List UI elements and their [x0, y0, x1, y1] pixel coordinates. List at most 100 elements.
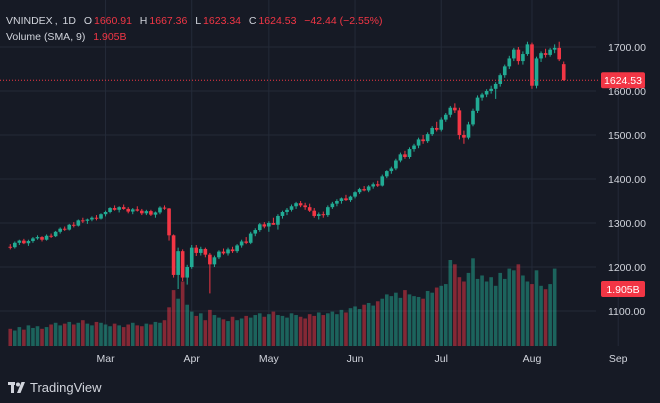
- candle: [271, 217, 276, 225]
- candle: [103, 210, 108, 217]
- symbol-label[interactable]: VNINDEX: [6, 15, 53, 27]
- candle-body: [298, 203, 303, 206]
- candle: [276, 214, 280, 230]
- candle: [158, 206, 162, 215]
- volume-bar: [180, 281, 185, 346]
- volume-bar: [271, 311, 276, 346]
- volume-bar: [117, 325, 121, 346]
- volume-bar: [81, 320, 85, 346]
- candle-body: [412, 145, 416, 150]
- candle: [31, 237, 35, 243]
- candle-body: [81, 220, 85, 222]
- candle-body: [135, 209, 140, 211]
- volume-bar: [552, 268, 557, 346]
- price-axis: 1100.00 1200.00 1300.00 1400.00 1500.00 1600.…: [608, 42, 646, 318]
- volume-bar: [466, 272, 471, 346]
- candle-body: [557, 47, 562, 60]
- volume-bar: [330, 311, 335, 346]
- volume-bar: [153, 321, 158, 346]
- volume-bar: [498, 272, 503, 346]
- candle: [335, 199, 339, 207]
- volume-bar: [407, 294, 412, 346]
- volume-bar: [198, 313, 203, 346]
- volume-bar: [185, 304, 190, 346]
- volume-bar: [58, 325, 62, 346]
- volume-bar: [162, 320, 167, 346]
- candle: [552, 44, 557, 54]
- time-axis: Mar Apr May Jun Jul Aug Sep: [96, 353, 627, 365]
- volume-bar: [12, 330, 17, 346]
- volume-bar: [276, 315, 280, 346]
- volume-bar: [149, 324, 153, 346]
- volume-bar: [99, 322, 103, 346]
- candle-body: [212, 257, 217, 265]
- candle: [348, 195, 353, 202]
- volume-bar: [480, 275, 484, 346]
- interval-label[interactable]: 1D: [62, 15, 76, 27]
- candle: [194, 245, 199, 256]
- candle-body: [153, 212, 158, 215]
- volume-bar: [171, 290, 176, 346]
- y-tick-label: 1700.00: [608, 42, 646, 54]
- volume-bar: [285, 317, 289, 346]
- candle: [475, 95, 480, 113]
- candle: [58, 227, 62, 234]
- candle: [180, 249, 185, 282]
- candle-body: [262, 224, 267, 227]
- volume-bar: [403, 290, 407, 346]
- low-label: L: [195, 15, 202, 27]
- volume-bar: [121, 327, 126, 346]
- candle-body: [76, 220, 81, 226]
- candle: [149, 209, 153, 216]
- volume-bar: [144, 323, 149, 346]
- candle: [230, 246, 235, 253]
- close-value: 1624.53: [258, 15, 297, 27]
- volume-bar: [194, 315, 199, 346]
- candle: [339, 197, 344, 204]
- candle-body: [380, 176, 385, 186]
- candle-body: [149, 211, 153, 215]
- candle-body: [253, 230, 258, 234]
- volume-bar: [112, 323, 117, 346]
- candle: [380, 174, 385, 187]
- volume-bar: [339, 309, 344, 346]
- volume-bar: [31, 327, 35, 346]
- volume-bar: [253, 315, 258, 346]
- volume-bar: [357, 309, 362, 346]
- candle: [430, 126, 434, 136]
- volume-legend[interactable]: Volume (SMA, 9) 1.905B: [6, 31, 129, 43]
- candle: [443, 113, 448, 122]
- candle-body: [394, 160, 398, 169]
- y-tick-label: 1300.00: [608, 218, 646, 230]
- candle: [330, 201, 335, 209]
- candle: [26, 239, 31, 246]
- volume-bar: [312, 315, 317, 346]
- candle: [321, 211, 326, 218]
- candle: [412, 143, 416, 152]
- candle-body: [67, 224, 72, 230]
- candle-body: [221, 251, 226, 254]
- volume-bar: [462, 281, 466, 346]
- candle: [307, 203, 312, 212]
- candle: [434, 121, 439, 132]
- candle: [267, 221, 271, 232]
- tradingview-logo[interactable]: TradingView: [8, 380, 102, 395]
- candle: [239, 239, 244, 248]
- candle-body: [140, 210, 144, 214]
- candle-body: [321, 214, 326, 216]
- volume-bar: [394, 292, 398, 346]
- volume-bars: [8, 258, 557, 346]
- volume-bar: [539, 285, 543, 346]
- candle-body: [208, 254, 212, 265]
- candle: [248, 231, 253, 245]
- volume-bar: [303, 318, 307, 346]
- candle: [398, 152, 403, 163]
- candle: [90, 216, 94, 222]
- candle-body: [303, 205, 307, 208]
- open-value: 1660.91: [93, 15, 132, 27]
- volume-bar: [525, 281, 530, 346]
- candle-body: [312, 210, 317, 216]
- x-tick-label: Mar: [96, 353, 115, 365]
- volume-bar: [67, 321, 72, 346]
